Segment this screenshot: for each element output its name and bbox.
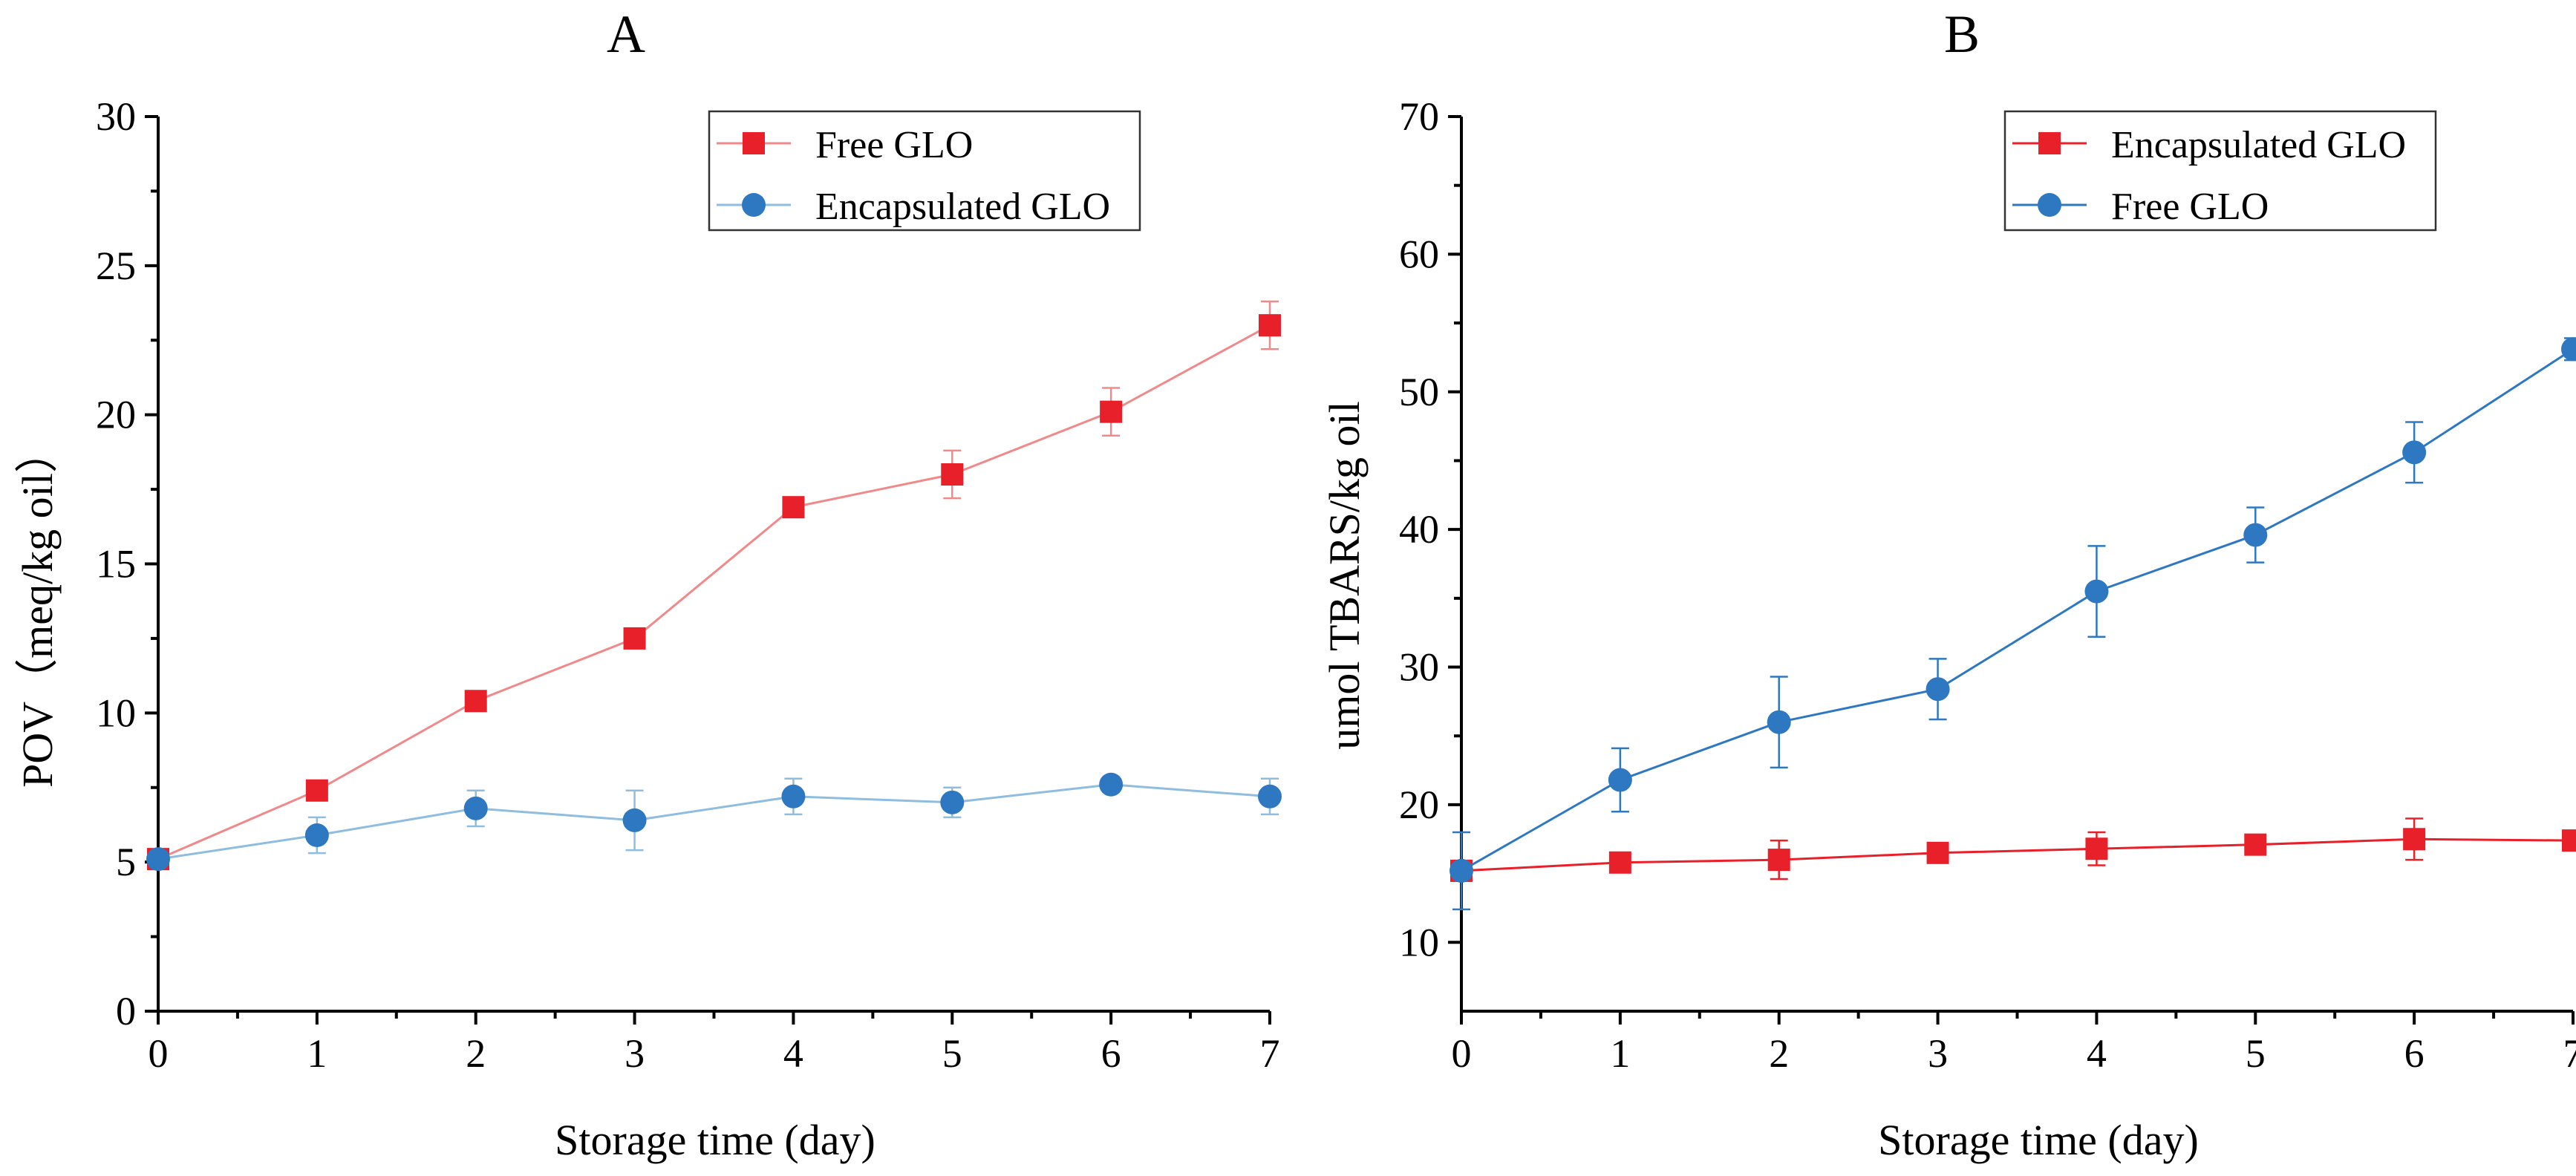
- panel-b-free-glo-point: [2402, 440, 2427, 465]
- panel-a-free-glo-point: [305, 779, 328, 802]
- panel-b-encapsulated-glo-point: [2085, 837, 2108, 860]
- panel-b-encapsulated-glo-point: [2244, 833, 2267, 856]
- panel-a-x-tick-label: 5: [942, 1031, 962, 1076]
- panel-a-x-tick-label: 1: [307, 1031, 327, 1076]
- legend-free-glo-marker: [743, 132, 765, 154]
- panel-a-y-tick-label: 20: [96, 393, 136, 437]
- panel-a-free-glo-point: [623, 627, 646, 650]
- panel-b-free-glo-point: [1450, 858, 1473, 883]
- panel-b-y-tick-label: 60: [1399, 232, 1439, 276]
- panel-a-encapsulated-glo-point: [146, 847, 170, 872]
- panel-a-encapsulated-glo-point: [304, 823, 329, 848]
- panel-a-y-tick-label: 10: [96, 690, 136, 735]
- panel-b-y-tick-label: 50: [1399, 370, 1439, 414]
- panel-a-encapsulated-glo-point: [781, 784, 806, 808]
- panel-b-y-tick-label: 70: [1399, 94, 1439, 139]
- panel-b-free-glo-point: [2243, 523, 2268, 547]
- panel-b-encapsulated-glo-line: [1461, 837, 2574, 872]
- panel-b-x-axis-label: Storage time (day): [1878, 1116, 2199, 1164]
- panel-b-title: B: [1944, 4, 1980, 64]
- panel-a-free-glo-point: [782, 496, 805, 519]
- panel-a-y-tick-label: 5: [116, 840, 136, 884]
- panel-a-encapsulated-glo-point: [1099, 772, 1124, 797]
- panel-a-x-axis-label: Storage time (day): [555, 1116, 875, 1164]
- panel-a-x-tick-label: 2: [466, 1031, 486, 1076]
- panel-b-encapsulated-glo-point: [1767, 849, 1790, 872]
- panel-a-encapsulated-glo-point: [940, 790, 965, 814]
- panel-b-encapsulated-glo-point: [1926, 841, 1949, 864]
- panel-a-x-tick-label: 3: [625, 1031, 645, 1076]
- panel-b-x-tick-label: 6: [2404, 1031, 2425, 1076]
- legend-free-glo-label: Free GLO: [815, 124, 973, 166]
- panel-b-free-glo-point: [1767, 710, 1791, 734]
- panel-b-encapsulated-glo-point: [2403, 828, 2426, 851]
- panel-b-y-tick-label: 20: [1399, 783, 1439, 827]
- panel-a-y-tick-label: 30: [96, 94, 136, 139]
- panel-b-y-tick-label: 30: [1399, 645, 1439, 690]
- panel-a-x-tick-label: 0: [149, 1031, 169, 1076]
- panel-a-legend-box: [708, 110, 1141, 232]
- legend-b-encapsulated-glo-marker: [2038, 132, 2061, 154]
- panel-b-x-tick-label: 3: [1928, 1031, 1948, 1076]
- legend-b-free-glo-marker: [2038, 193, 2061, 217]
- legend-encapsulated-glo-label: Encapsulated GLO: [815, 186, 1110, 228]
- panel-b-free-glo-point: [2561, 337, 2576, 362]
- panel-a-free-glo-point: [941, 463, 964, 486]
- legend-b-free-glo-label: Free GLO: [2111, 186, 2269, 228]
- panel-a-encapsulated-glo-point: [463, 796, 488, 820]
- panel-b-free-glo-point: [2084, 579, 2109, 604]
- panel-b-x-tick-label: 2: [1769, 1031, 1789, 1076]
- panel-b: B Storage time (day) umol TBARS/kg oil 0…: [1320, 4, 2576, 1164]
- panel-a-x-tick-label: 7: [1260, 1031, 1280, 1076]
- panel-b-x-tick-label: 1: [1610, 1031, 1630, 1076]
- panel-b-encapsulated-glo-point: [2562, 829, 2576, 852]
- panel-b-x-tick-label: 4: [2087, 1031, 2107, 1076]
- panel-a-free-glo-point: [1100, 400, 1123, 423]
- panel-a-encapsulated-glo-line: [157, 783, 1271, 860]
- panel-b-y-tick-label: 10: [1399, 920, 1439, 964]
- panel-a-x-tick-label: 4: [783, 1031, 803, 1076]
- panel-b-encapsulated-glo-point: [1608, 851, 1631, 874]
- panel-a-free-glo-point: [464, 690, 487, 713]
- panel-b-free-glo-line: [1461, 348, 2574, 872]
- panel-a-y-axis-label: POV（meq/kg oil）: [13, 430, 62, 788]
- panel-b-free-glo-point: [1608, 768, 1632, 792]
- panel-b-free-glo-point: [1926, 677, 1950, 702]
- panel-a: A Storage time (day) POV（meq/kg oil） 0 1 2…: [13, 4, 1282, 1164]
- panel-a-y-tick-label: 25: [96, 244, 136, 288]
- panel-a-y-tick-label: 15: [96, 542, 136, 587]
- panel-a-legend: Free GLO Encapsulated GLO: [708, 110, 1141, 232]
- panel-a-free-glo-line: [157, 324, 1271, 860]
- panel-a-y-tick-label: 0: [116, 989, 136, 1033]
- legend-encapsulated-glo-marker: [742, 193, 766, 217]
- panel-b-y-axis-label: umol TBARS/kg oil: [1320, 401, 1369, 749]
- panel-b-legend-box: [2003, 110, 2437, 232]
- panel-a-encapsulated-glo-point: [1258, 784, 1282, 808]
- panel-b-legend: Encapsulated GLO Free GLO: [2003, 110, 2437, 232]
- panel-a-x-tick-label: 6: [1101, 1031, 1121, 1076]
- panel-b-x-tick-label: 0: [1452, 1031, 1472, 1076]
- panel-b-x-tick-label: 7: [2563, 1031, 2576, 1076]
- panel-b-y-tick-label: 40: [1399, 507, 1439, 552]
- panel-a-encapsulated-glo-point: [622, 808, 647, 832]
- legend-b-encapsulated-glo-label: Encapsulated GLO: [2111, 124, 2406, 166]
- panel-a-free-glo-point: [1259, 314, 1281, 337]
- panel-b-x-tick-label: 5: [2246, 1031, 2266, 1076]
- panel-a-title: A: [607, 4, 645, 64]
